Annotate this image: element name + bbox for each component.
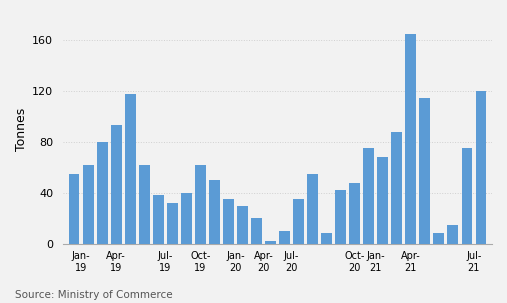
Bar [419, 98, 430, 244]
Bar [69, 174, 80, 244]
Bar [433, 233, 444, 244]
Bar [476, 91, 486, 244]
Bar [448, 225, 458, 244]
Bar [265, 241, 276, 244]
Bar [167, 203, 177, 244]
Bar [181, 193, 192, 244]
Bar [139, 165, 150, 244]
Y-axis label: Tonnes: Tonnes [15, 108, 28, 151]
Bar [307, 174, 318, 244]
Bar [364, 148, 374, 244]
Bar [153, 195, 164, 244]
Bar [377, 157, 388, 244]
Bar [251, 218, 262, 244]
Bar [349, 183, 360, 244]
Bar [111, 125, 122, 244]
Bar [279, 231, 290, 244]
Bar [223, 199, 234, 244]
Bar [461, 148, 472, 244]
Bar [293, 199, 304, 244]
Bar [125, 94, 135, 244]
Bar [335, 190, 346, 244]
Bar [237, 205, 248, 244]
Bar [391, 132, 402, 244]
Bar [321, 233, 332, 244]
Bar [209, 180, 220, 244]
Bar [406, 34, 416, 244]
Bar [97, 142, 107, 244]
Bar [83, 165, 93, 244]
Text: Source: Ministry of Commerce: Source: Ministry of Commerce [15, 290, 173, 300]
Bar [195, 165, 206, 244]
